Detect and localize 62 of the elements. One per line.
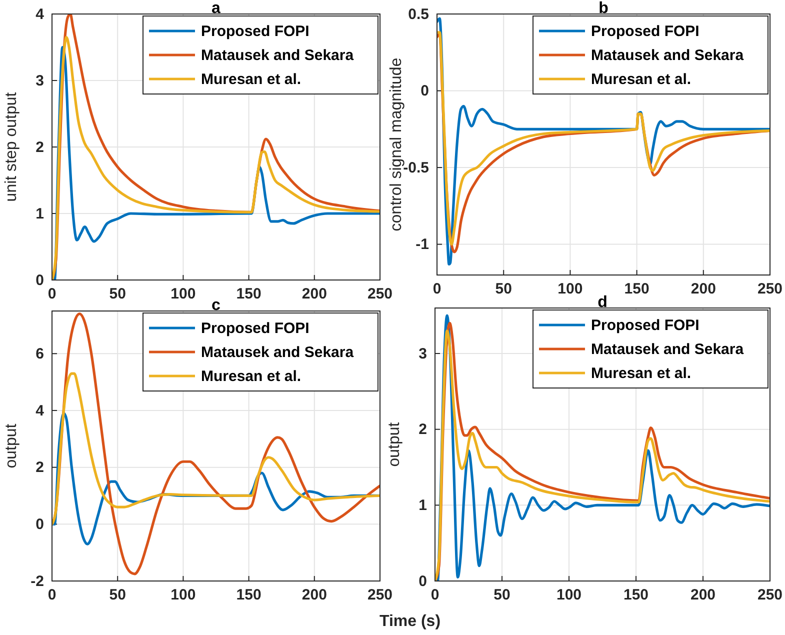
y-tick-label: 2: [36, 459, 44, 476]
x-tick-label: 50: [109, 586, 126, 604]
chart-title: d: [598, 294, 608, 311]
x-tick-label: 100: [170, 586, 196, 604]
y-tick-label: -2: [30, 572, 44, 590]
x-tick-label: 200: [690, 280, 716, 298]
x-tick-label: 150: [623, 586, 649, 604]
x-tick-label: 100: [558, 280, 583, 298]
y-tick-label: 1: [418, 496, 427, 514]
y-axis-title: output: [386, 422, 403, 467]
x-tick-label: 150: [624, 280, 650, 298]
x-tick-label: 50: [495, 280, 512, 298]
x-axis-title: Time (s): [379, 613, 441, 630]
y-tick-label: 1: [36, 205, 44, 222]
y-tick-label: 6: [36, 345, 44, 362]
x-tick-label: 0: [48, 586, 56, 604]
y-axis-title: output: [3, 423, 20, 468]
y-tick-label: 0: [36, 516, 44, 533]
legend-label: Proposed FOPI: [201, 23, 310, 40]
y-tick-label: 0: [420, 82, 429, 100]
x-tick-label: 250: [367, 286, 393, 303]
y-tick-label: 2: [418, 421, 427, 438]
legend-label: Matausek and Sekara: [591, 341, 744, 358]
x-tick-label: 250: [367, 586, 393, 604]
chart-title: c: [212, 297, 221, 314]
x-tick-label: 100: [556, 586, 582, 604]
y-tick-label: 4: [36, 6, 45, 23]
legend-label: Muresan et al.: [591, 71, 692, 88]
chart-title: a: [212, 0, 221, 17]
y-tick-label: 2: [36, 138, 44, 156]
y-tick-label: 3: [36, 72, 44, 90]
x-tick-label: 250: [757, 586, 783, 604]
y-tick-label: 0: [418, 572, 427, 590]
y-tick-label: 3: [418, 345, 427, 362]
x-tick-label: 50: [494, 586, 510, 604]
y-tick-label: 0.5: [408, 6, 429, 23]
legend-label: Muresan et al.: [591, 365, 692, 382]
legend-label: Proposed FOPI: [201, 320, 310, 337]
y-tick-label: 4: [36, 402, 45, 420]
x-tick-label: 50: [109, 286, 126, 303]
x-tick-label: 150: [236, 586, 262, 604]
x-tick-label: 100: [170, 286, 196, 303]
legend-label: Matausek and Sekara: [201, 47, 354, 64]
x-tick-label: 200: [302, 286, 327, 303]
x-tick-label: 250: [757, 280, 783, 298]
legend-label: Muresan et al.: [201, 71, 302, 88]
chart-title: b: [598, 0, 609, 17]
x-tick-label: 200: [302, 586, 327, 604]
line-series: [52, 372, 380, 526]
y-tick-label: -0.5: [403, 159, 429, 176]
y-axis-title: control signal magnitude: [388, 58, 405, 232]
legend-label: Matausek and Sekara: [591, 47, 744, 64]
x-tick-label: 0: [48, 286, 56, 303]
legend-label: Proposed FOPI: [591, 317, 700, 334]
legend-label: Proposed FOPI: [591, 23, 700, 40]
y-tick-label: -1: [416, 236, 429, 254]
x-tick-label: 150: [236, 286, 262, 303]
legend-label: Muresan et al.: [201, 368, 302, 385]
x-tick-label: 0: [432, 280, 442, 298]
legend-label: Matausek and Sekara: [201, 344, 354, 361]
y-axis-title: unit step output: [3, 92, 20, 202]
x-tick-label: 200: [690, 586, 716, 604]
